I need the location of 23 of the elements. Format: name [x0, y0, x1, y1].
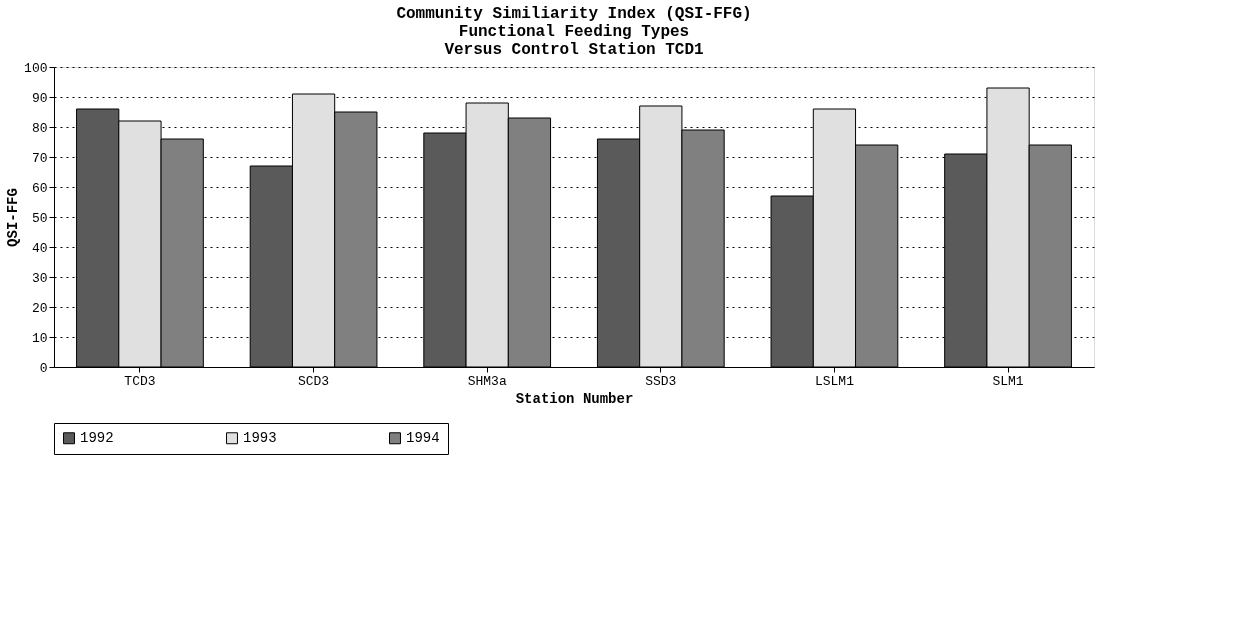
- y-tick-label: 80: [31, 120, 48, 136]
- legend-label: 1994: [406, 430, 440, 447]
- y-tick-label: 50: [31, 210, 48, 226]
- y-tick-label: 0: [39, 360, 48, 376]
- y-tick-label: 60: [31, 180, 48, 196]
- legend-label: 1992: [80, 430, 114, 447]
- x-tick-label: TCD3: [124, 373, 156, 389]
- y-tick-label: 70: [31, 150, 48, 166]
- x-tick-label: SHM3a: [467, 373, 507, 389]
- y-tick-label: 90: [31, 90, 48, 106]
- y-tick-label: 40: [31, 240, 48, 256]
- x-axis-title: Station Number: [515, 390, 634, 407]
- x-tick-label: SSD3: [645, 373, 677, 389]
- y-axis-title: QSI-FFG: [5, 188, 22, 247]
- y-tick-label: 30: [31, 270, 48, 286]
- x-tick-label: LSLM1: [814, 373, 855, 389]
- legend-label: 1993: [243, 430, 277, 447]
- chart-title: Community Similiarity Index (QSI-FFG) Functional Feeding Types Versus Control Station TCD1: [396, 5, 752, 59]
- x-tick-label: SCD3: [297, 373, 330, 389]
- y-tick-label: 10: [31, 330, 48, 346]
- y-tick-label: 20: [31, 300, 48, 316]
- x-tick-label: SLM1: [992, 373, 1024, 389]
- y-tick-label: 100: [24, 60, 48, 76]
